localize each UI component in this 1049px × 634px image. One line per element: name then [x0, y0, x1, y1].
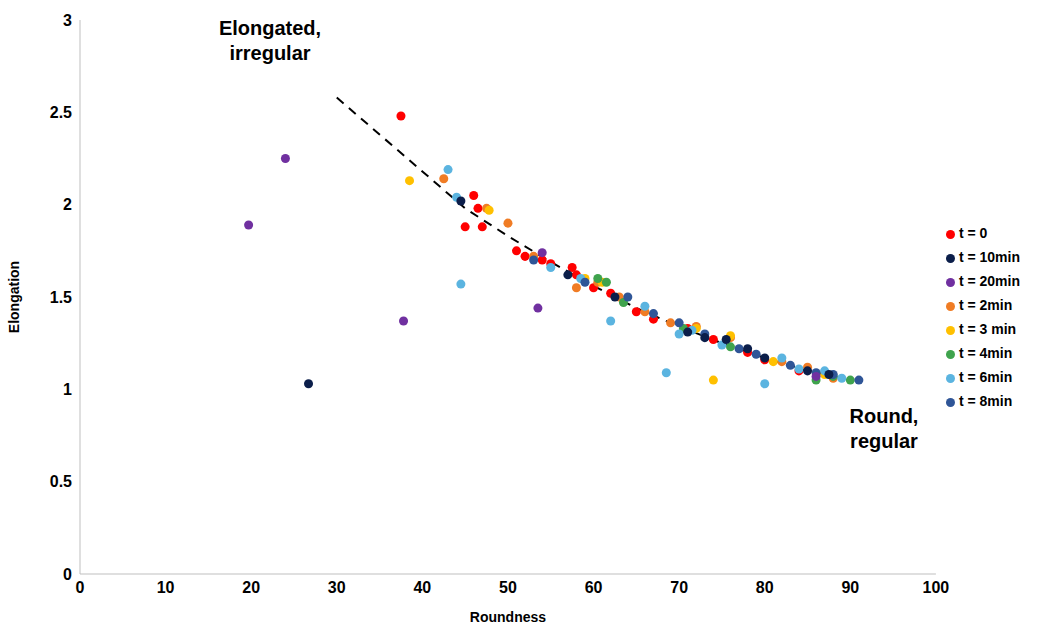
html-text:t = 10min: t = 10min	[958, 249, 1020, 265]
svg-text:0: 0	[76, 579, 85, 596]
svg-text:50: 50	[499, 579, 517, 596]
html-text:t = 0: t = 0	[958, 225, 988, 241]
svg-text:Elongation: Elongation	[6, 261, 22, 333]
html-text:t = 2min: t = 2min	[958, 297, 1013, 313]
html-text:t = 20min: t = 20min	[958, 273, 1020, 289]
html-text:t = 6min: t = 6min	[958, 369, 1013, 385]
svg-text:80: 80	[756, 579, 774, 596]
svg-text:40: 40	[413, 579, 431, 596]
html-text:t = 3 min: t = 3 min	[958, 321, 1017, 337]
svg-text:2.5: 2.5	[50, 104, 72, 121]
html-text:t = 4min: t = 4min	[958, 345, 1013, 361]
svg-text:20: 20	[242, 579, 260, 596]
svg-text:1: 1	[63, 381, 72, 398]
svg-text:Roundness: Roundness	[470, 609, 546, 625]
svg-text:2: 2	[63, 196, 72, 213]
svg-text:3: 3	[63, 12, 72, 29]
svg-text:70: 70	[670, 579, 688, 596]
svg-text:30: 30	[328, 579, 346, 596]
svg-text:100: 100	[923, 579, 950, 596]
html-text:irregular: irregular	[229, 42, 311, 64]
html-text:regular: regular	[850, 430, 918, 452]
html-text:t = 8min: t = 8min	[958, 393, 1013, 409]
svg-text:1.5: 1.5	[50, 289, 72, 306]
html-text:Elongated,: Elongated,	[218, 17, 322, 39]
html-text:Round,: Round,	[849, 405, 919, 427]
svg-text:0.5: 0.5	[50, 473, 72, 490]
svg-text:60: 60	[585, 579, 603, 596]
svg-text:0: 0	[63, 566, 72, 583]
svg-text:10: 10	[157, 579, 175, 596]
svg-text:90: 90	[841, 579, 859, 596]
